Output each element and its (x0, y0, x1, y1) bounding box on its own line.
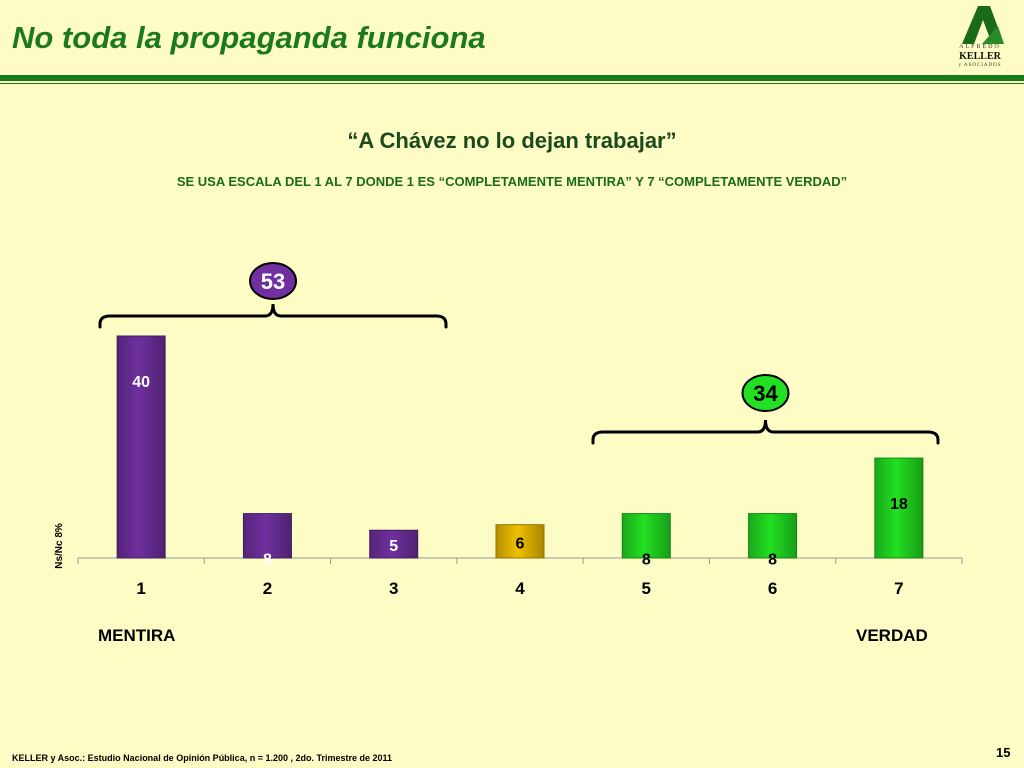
question-quote: “A Chávez no lo dejan trabajar” (347, 128, 677, 153)
logo-mark-icon (962, 6, 1004, 44)
bar-value-label: 6 (516, 535, 525, 552)
x-tick-label: 5 (642, 579, 651, 598)
bar-value-label: 5 (389, 538, 398, 555)
logo-line3: y ASOCIADOS (958, 63, 1002, 68)
source-footnote: KELLER y Asoc.: Estudio Nacional de Opin… (12, 753, 393, 763)
nsnc-label: Ns/Nc 8% (54, 523, 65, 569)
group-total-value: 53 (261, 269, 285, 294)
logo-line2: KELLER (959, 51, 1001, 62)
group-total-bubble (249, 262, 297, 300)
bar-value-label: 8 (768, 552, 777, 569)
x-tick-label: 1 (136, 579, 145, 598)
bar-value-label: 40 (132, 374, 150, 391)
group-total-bubble (741, 374, 790, 412)
bar (116, 335, 166, 559)
bar (621, 513, 671, 559)
page-number: 15 (996, 745, 1011, 760)
logo-line1: ALFREDO (959, 44, 1001, 50)
bar (369, 529, 419, 559)
bar-value-label: 8 (263, 552, 272, 569)
x-tick-label: 3 (389, 579, 398, 598)
scale-label-left: MENTIRA (98, 626, 176, 645)
company-logo: ALFREDO KELLER y ASOCIADOS (952, 4, 1008, 72)
page-title: No toda la propaganda funciona (12, 20, 486, 55)
x-tick-label: 7 (894, 579, 903, 598)
group-total-value: 34 (753, 381, 778, 406)
header-rule (0, 75, 1024, 81)
header-rule-thin (0, 83, 1024, 84)
scale-label-right: VERDAD (856, 626, 928, 645)
bar-value-label: 18 (890, 496, 908, 513)
bar (748, 513, 798, 559)
x-tick-label: 2 (263, 579, 272, 598)
x-tick-label: 6 (768, 579, 777, 598)
group-brace (591, 419, 940, 445)
bar-value-label: 8 (642, 552, 651, 569)
x-tick-label: 4 (515, 579, 525, 598)
bar (874, 457, 924, 559)
bar (495, 524, 545, 559)
bar (242, 513, 292, 559)
group-brace (98, 303, 448, 329)
scale-note: SE USA ESCALA DEL 1 AL 7 DONDE 1 ES “COM… (176, 174, 848, 189)
